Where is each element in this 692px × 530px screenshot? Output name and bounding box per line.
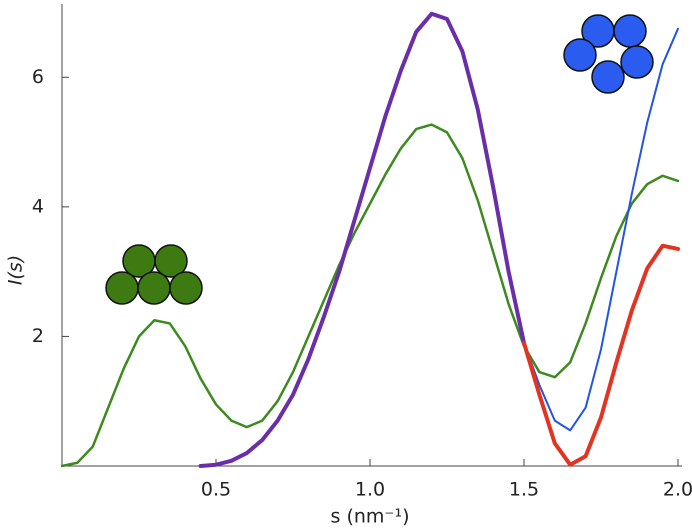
y-tick-label: 4 xyxy=(32,195,44,217)
y-tick-label: 6 xyxy=(32,66,44,88)
series-line xyxy=(522,243,680,467)
y-tick-label: 2 xyxy=(32,325,44,347)
blue-ring-icon xyxy=(563,14,654,94)
series-line xyxy=(60,123,680,468)
green-cluster-icon xyxy=(105,244,203,305)
x-axis-label: s (nm⁻¹) xyxy=(331,506,410,528)
x-tick-label: 1.5 xyxy=(509,479,539,501)
x-tick-label: 0.5 xyxy=(201,479,231,501)
y-axis-label: I(s) xyxy=(5,255,27,285)
series-line xyxy=(523,27,679,432)
x-tick-label: 1.0 xyxy=(355,479,385,501)
series-line xyxy=(198,11,526,468)
x-tick-label: 2.0 xyxy=(663,479,692,501)
